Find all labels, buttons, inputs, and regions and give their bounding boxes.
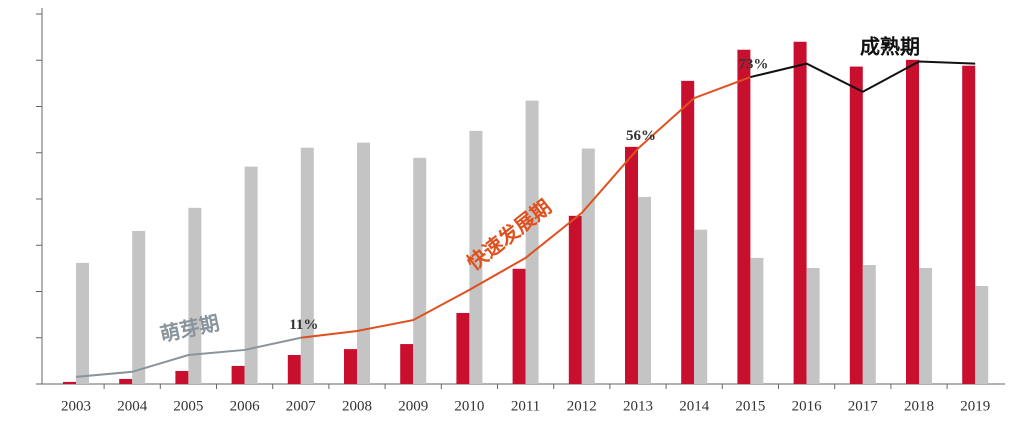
x-tick-label: 2016: [792, 398, 823, 414]
bar: [456, 312, 470, 384]
bar: [287, 354, 301, 384]
bar: [625, 146, 638, 384]
x-tick-label: 2018: [904, 398, 934, 414]
bar: [919, 267, 932, 384]
data-label: 73%: [738, 57, 768, 73]
bar: [231, 365, 245, 384]
bar: [849, 66, 863, 384]
bar: [806, 267, 820, 384]
x-tick-label: 2003: [61, 398, 91, 414]
x-tick-label: 2008: [342, 398, 372, 414]
bar: [357, 142, 370, 384]
bar: [750, 257, 764, 384]
bar: [119, 378, 133, 384]
x-tick-label: 2011: [511, 398, 540, 414]
x-tick-label: 2006: [230, 398, 261, 414]
x-tick-label: 2019: [960, 398, 990, 414]
bar: [737, 49, 751, 384]
x-tick-label: 2015: [735, 398, 765, 414]
bar: [962, 65, 976, 384]
bar: [344, 349, 357, 384]
bar: [188, 207, 202, 384]
x-tick-label: 2007: [286, 398, 317, 414]
line: [75, 336, 302, 378]
x-tick-label: 2017: [848, 398, 879, 414]
bar: [132, 230, 146, 384]
x-tick-label: 2010: [454, 398, 484, 414]
bar: [76, 262, 89, 384]
bar: [512, 268, 526, 384]
x-tick-label: 2013: [623, 398, 653, 414]
bar: [63, 381, 76, 384]
bar: [975, 286, 989, 384]
bar: [906, 59, 919, 385]
bar: [638, 196, 651, 384]
x-tick-label: 2014: [679, 398, 710, 414]
bar: [300, 147, 314, 384]
bar: [175, 370, 189, 384]
x-tick-label: 2009: [398, 398, 428, 414]
bar: [525, 100, 539, 384]
data-label: 56%: [626, 128, 656, 144]
bar: [862, 265, 876, 384]
bar: [581, 148, 595, 384]
bar: [793, 41, 807, 384]
line: [300, 76, 751, 339]
bar: [400, 344, 414, 384]
x-tick-label: 2004: [117, 398, 148, 414]
data-label: 11%: [289, 317, 318, 333]
bar: [413, 157, 427, 384]
bar: [469, 130, 483, 384]
x-tick-label: 2012: [567, 398, 597, 414]
annotation: 成熟期: [860, 35, 920, 59]
bar: [568, 215, 582, 384]
x-tick-label: 2005: [173, 398, 203, 414]
bar: [244, 166, 258, 384]
line: [750, 60, 976, 93]
bar: [681, 80, 695, 385]
bar: [694, 229, 708, 384]
